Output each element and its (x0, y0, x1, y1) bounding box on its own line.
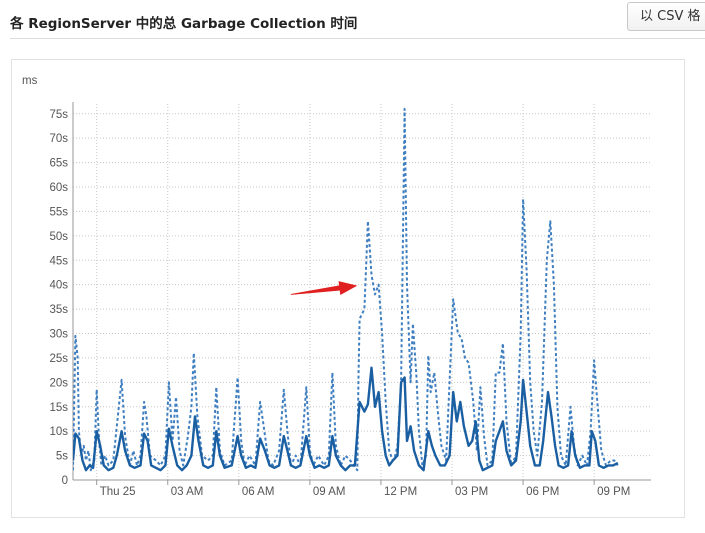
y-axis-unit-label: ms (22, 75, 38, 87)
y-tick-label: 60s (49, 182, 68, 194)
y-tick-label: 15s (49, 402, 68, 414)
x-tick-label: 06 PM (526, 486, 559, 498)
y-tick-label: 30s (49, 329, 68, 341)
y-tick-label: 40s (49, 280, 68, 292)
header: 各 RegionServer 中的总 Garbage Collection 时间… (0, 0, 705, 40)
y-tick-label: 0 (62, 475, 68, 487)
export-csv-button[interactable]: 以 CSV 格 (627, 2, 705, 31)
y-tick-label: 20s (49, 377, 68, 389)
header-divider (10, 38, 705, 39)
x-tick-label: Thu 25 (100, 486, 136, 498)
y-tick-label: 55s (49, 206, 68, 218)
y-tick-label: 10s (49, 426, 68, 438)
x-tick-label: 09 PM (597, 486, 630, 498)
series-line-solid (73, 366, 619, 472)
annotation-arrow-head (338, 281, 358, 295)
x-tick-label: 12 PM (384, 486, 417, 498)
x-tick-label: 03 PM (455, 486, 488, 498)
gc-time-chart: ms 0 5s 10s 15s 20s 25s 30s 35s 40s 45s 50s 55s 60s 65… (22, 75, 651, 498)
chart-panel: ms 0 5s 10s 15s 20s 25s 30s 35s 40s 45s 50s 55s 60s 65… (11, 59, 685, 518)
y-tick-label: 25s (49, 353, 68, 365)
chart-title: 各 RegionServer 中的总 Garbage Collection 时间 (10, 16, 358, 32)
x-tick-label: 09 AM (313, 486, 346, 498)
series-line-dashed (73, 107, 619, 472)
y-tick-label: 65s (49, 158, 68, 170)
y-tick-label: 70s (49, 133, 68, 145)
y-tick-label: 50s (49, 231, 68, 243)
x-tick-label: 06 AM (242, 486, 275, 498)
y-tick-label: 35s (49, 304, 68, 316)
annotation-arrow-shaft (290, 285, 341, 295)
y-tick-label: 75s (49, 109, 68, 121)
x-tick-label: 03 AM (171, 486, 204, 498)
y-tick-label: 45s (49, 255, 68, 267)
y-tick-label: 5s (56, 451, 68, 463)
